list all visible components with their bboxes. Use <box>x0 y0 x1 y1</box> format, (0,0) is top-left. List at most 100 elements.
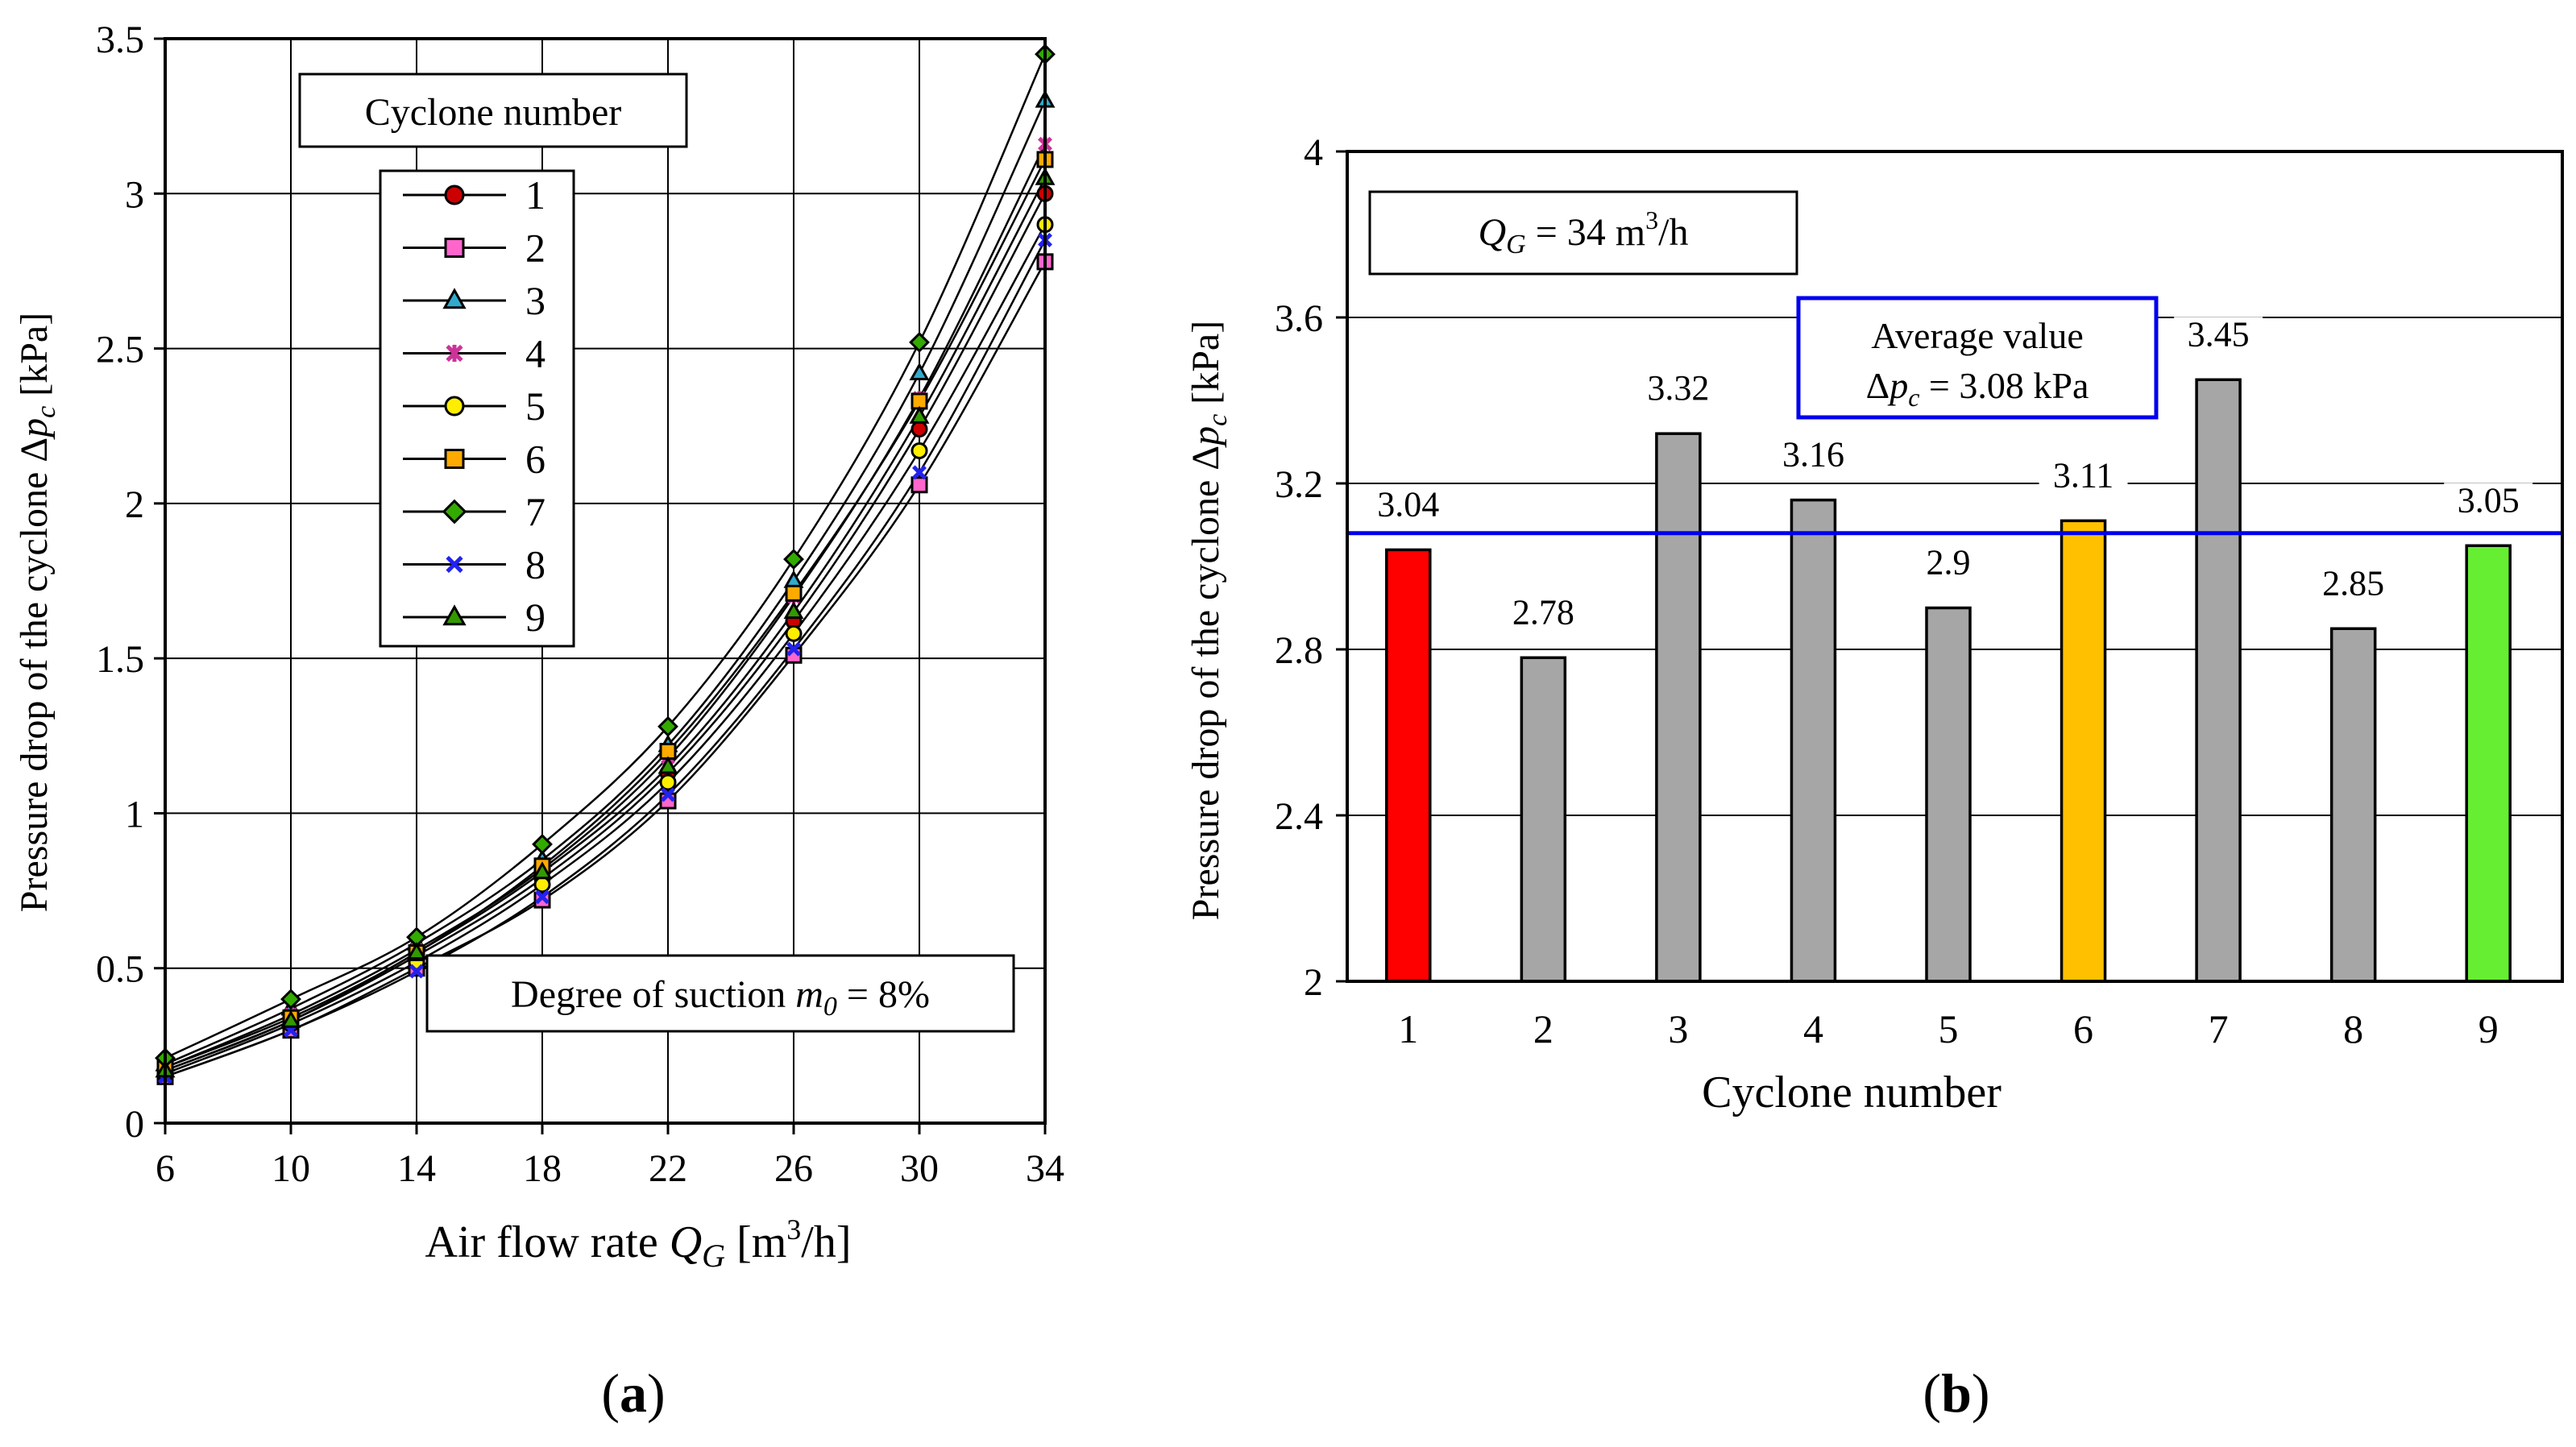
chart-b-x-tick-label: 2 <box>1533 1006 1553 1051</box>
chart-a-point-9 <box>657 756 678 774</box>
chart-a-point-9 <box>280 1010 301 1028</box>
chart-b-x-ticks: 1 2 3 4 5 6 7 8 9 <box>1398 1006 2498 1051</box>
chart-a-point-7 <box>657 715 678 737</box>
chart-a-point-5 <box>785 624 803 642</box>
chart-a-point-1 <box>911 421 928 438</box>
chart-a-x-tick-label: 34 <box>1026 1147 1064 1190</box>
chart-b-average-label: Average value <box>1871 315 2084 356</box>
chart-a-legend-title: Cyclone number <box>365 91 622 134</box>
chart-a-point-6 <box>785 584 803 602</box>
chart-b-flow-annotation-box <box>1368 190 1798 276</box>
chart-a-point-7 <box>280 989 301 1010</box>
chart-a-point-8 <box>912 465 927 480</box>
chart-a-legend-label: 9 <box>525 595 545 640</box>
chart-a: 00.511.522.533.5 6 10 14 18 22 26 30 34 Cyclone… <box>13 19 1064 1424</box>
chart-a-point-7 <box>783 549 804 570</box>
chart-b-y-tick-label: 4 <box>1304 131 1323 174</box>
chart-a-x-tick-label: 26 <box>774 1147 813 1190</box>
chart-a-point-5 <box>533 876 551 893</box>
chart-b-x-tick-label: 8 <box>2343 1006 2363 1051</box>
chart-a-point-7 <box>909 331 930 353</box>
chart-b-bars <box>1385 378 2512 983</box>
chart-a-y-tick-label: 1.5 <box>96 638 144 681</box>
chart-a-y-ticks: 0 0.5 1 1.5 2 2.5 3 3.5 <box>96 19 165 1146</box>
chart-a-legend-marker <box>442 604 467 626</box>
chart-a-legend-item: 9 <box>403 595 545 640</box>
chart-b-data-label-bg <box>1914 545 1983 584</box>
chart-b-data-label: 2.85 <box>2322 563 2384 603</box>
chart-a-y-axis-label: Pressure drop of the cyclone Δpc [kPa] <box>13 313 61 912</box>
chart-b-y-tick-label: 2 <box>1304 961 1323 1004</box>
chart-a-point-8 <box>535 889 550 905</box>
chart-a-point-9 <box>406 942 427 960</box>
chart-b-data-label-bg <box>1769 437 1858 476</box>
chart-a-point-9 <box>532 861 553 880</box>
chart-a-x-tick-label: 22 <box>649 1147 687 1190</box>
chart-a-legend-item: 3 <box>403 278 545 323</box>
chart-b-x-tick-label: 4 <box>1803 1006 1823 1051</box>
chart-a-point-5 <box>659 773 677 791</box>
chart-a-x-axis-label: Air flow rate QG [m3/h] <box>425 1213 852 1274</box>
chart-b-x-axis-label: Cyclone number <box>1702 1068 2001 1117</box>
chart-a-y-tick-label: 2 <box>125 483 144 526</box>
chart-b-data-label-bg <box>2039 458 2128 497</box>
chart-a-x-ticks: 6 10 14 18 22 26 30 34 <box>156 1123 1064 1190</box>
chart-b-y-axis-label: Pressure drop of the cyclone Δpc [kPa] <box>1184 321 1233 920</box>
chart-a-y-tick-label: 2.5 <box>96 329 144 371</box>
chart-a-legend-items: 1 2 3 4 5 6 7 8 9 <box>403 172 545 640</box>
chart-a-legend-label: 6 <box>525 437 545 482</box>
chart-a-legend-marker <box>442 288 467 309</box>
chart-b-flow-annotation: QG = 34 m3/h <box>1479 205 1689 259</box>
chart-a-x-tick-label: 18 <box>523 1147 562 1190</box>
chart-b-bar-3 <box>1655 432 1702 983</box>
chart-a-x-tick-label: 10 <box>272 1147 310 1190</box>
chart-b-y-tick-label: 3.6 <box>1275 297 1323 340</box>
chart-a-legend-label: 8 <box>525 542 545 587</box>
panel-label-a: (a) <box>601 1362 665 1424</box>
chart-b-x-tick-label: 9 <box>2479 1006 2499 1051</box>
chart-a-point-8 <box>409 964 424 979</box>
chart-b-data-label-bg <box>2174 317 2263 356</box>
chart-a-legend-item: 7 <box>403 489 545 534</box>
chart-b-bar-4 <box>1790 498 1837 983</box>
chart-b-x-tick-label: 6 <box>2073 1006 2093 1051</box>
chart-a-legend-marker <box>444 185 465 205</box>
chart-a-plot-border <box>164 37 1047 1125</box>
chart-b-y-tick-label: 3.2 <box>1275 463 1323 506</box>
chart-b-y-tick-label: 2.4 <box>1275 795 1323 838</box>
chart-a-point-9 <box>909 405 930 424</box>
chart-b-data-label: 3.32 <box>1647 368 1709 408</box>
chart-a-annotation-box <box>425 954 1015 1033</box>
chart-a-x-tick-label: 6 <box>156 1147 175 1190</box>
chart-b-data-label: 2.9 <box>1927 543 1971 583</box>
chart-b: QG = 34 m3/h Average value Δpc = 3.08 kP… <box>1184 131 2564 1424</box>
chart-b-data-label-bg <box>2444 483 2533 522</box>
chart-b-bar-1 <box>1385 548 1432 983</box>
chart-a-legend-item: 4 <box>403 331 545 376</box>
chart-a-point-7 <box>532 833 553 855</box>
chart-a-series-markers <box>155 44 1056 1085</box>
chart-a-legend-title-box <box>298 73 688 148</box>
chart-a-y-tick-label: 3 <box>125 173 144 216</box>
chart-b-data-label: 2.78 <box>1512 592 1574 632</box>
chart-a-y-tick-label: 3.5 <box>96 19 144 61</box>
chart-a-legend-marker <box>444 396 465 417</box>
chart-a-y-tick-label: 1 <box>125 793 144 835</box>
chart-b-data-label-bg <box>1633 371 1723 410</box>
chart-a-legend-item: 5 <box>403 384 545 429</box>
chart-b-x-tick-label: 1 <box>1398 1006 1418 1051</box>
chart-b-average-value: Δpc = 3.08 kPa <box>1866 365 2089 412</box>
chart-b-data-label: 3.11 <box>2053 455 2113 495</box>
chart-b-x-tick-label: 5 <box>1939 1006 1959 1051</box>
chart-b-data-label: 3.45 <box>2188 314 2250 354</box>
chart-b-data-label-bg <box>2308 566 2398 605</box>
chart-a-point-2 <box>911 476 928 494</box>
chart-a-annotation: Degree of suction m0 = 8% <box>511 973 930 1022</box>
chart-a-legend-label: 5 <box>525 384 545 429</box>
chart-a-legend-marker <box>446 344 463 363</box>
chart-a-legend-item: 8 <box>403 542 545 587</box>
chart-b-bar-8 <box>2329 627 2377 983</box>
chart-a-legend-label: 4 <box>525 331 545 376</box>
chart-a-legend-marker <box>442 499 467 524</box>
